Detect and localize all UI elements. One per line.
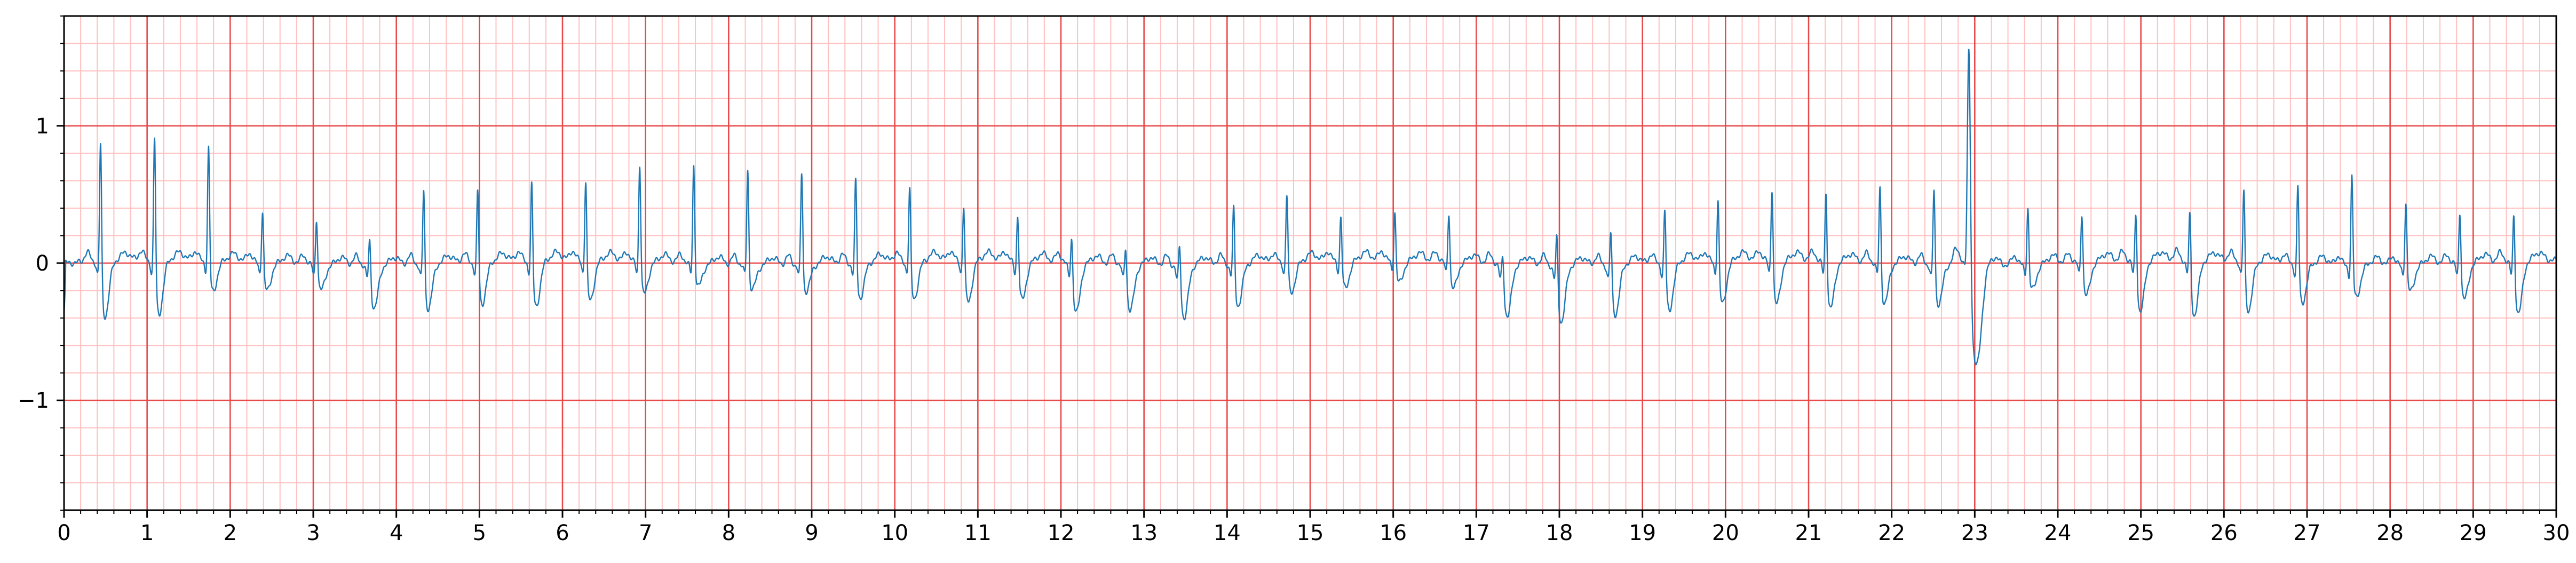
x-tick-label: 21	[1795, 521, 1822, 545]
x-tick-label: 9	[805, 521, 818, 545]
x-tick-label: 25	[2127, 521, 2154, 545]
x-tick-label: 10	[881, 521, 908, 545]
x-tick-label: 1	[140, 521, 154, 545]
x-tick-label: 5	[473, 521, 486, 545]
major-grid	[63, 16, 2557, 510]
x-tick-label: 2	[224, 521, 237, 545]
x-tick-label: 6	[556, 521, 569, 545]
x-tick-label: 3	[306, 521, 320, 545]
y-axis: 1 0 −1	[18, 15, 64, 511]
x-tick-label: 14	[1214, 521, 1241, 545]
x-tick-label: 7	[639, 521, 652, 545]
x-tick-label: 19	[1629, 521, 1656, 545]
x-tick-label: 8	[722, 521, 735, 545]
x-tick-label: 18	[1546, 521, 1573, 545]
ecg-trace-line	[63, 49, 2557, 366]
x-tick-label: 29	[2460, 521, 2487, 545]
x-tick-label: 15	[1297, 521, 1324, 545]
x-tick-label: 27	[2294, 521, 2321, 545]
x-tick-label: 30	[2543, 521, 2570, 545]
x-tick-label: 16	[1380, 521, 1407, 545]
x-tick-label: 22	[1878, 521, 1905, 545]
x-tick-label: 20	[1712, 521, 1739, 545]
x-tick-label: 4	[390, 521, 403, 545]
x-tick-label: 28	[2376, 521, 2404, 545]
x-tick-label: 0	[57, 521, 70, 545]
y-tick-label: 0	[36, 251, 49, 276]
x-tick-label: 11	[964, 521, 992, 545]
y-tick-label: −1	[18, 388, 49, 413]
x-tick-label: 13	[1130, 521, 1158, 545]
x-tick-label: 26	[2210, 521, 2238, 545]
x-tick-label: 12	[1048, 521, 1075, 545]
x-tick-label: 17	[1463, 521, 1490, 545]
x-axis: 0 1 2 3 4 5 6 7 8 9 10 11 12 13 14 15 16 17 18 19 20 21 22 23 24…	[57, 510, 2570, 545]
x-tick-label: 24	[2044, 521, 2072, 545]
x-tick-label: 23	[1961, 521, 1988, 545]
ecg-trace-layer	[63, 49, 2557, 366]
y-tick-label: 1	[36, 114, 49, 139]
